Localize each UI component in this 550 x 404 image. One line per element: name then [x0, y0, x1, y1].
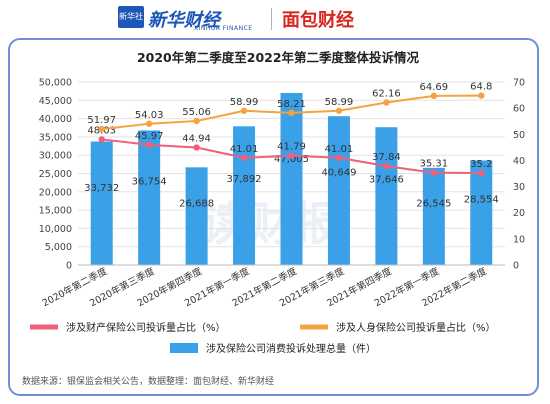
series-point — [240, 154, 248, 161]
series-point — [383, 162, 390, 170]
xinhua-finance-logo: 新华财经 — [148, 10, 220, 31]
bar — [375, 127, 398, 265]
series-point — [193, 117, 200, 125]
y-left-tick-label: 45,000 — [39, 96, 72, 107]
y-left-tick-label: 30,000 — [39, 151, 72, 162]
series-point — [193, 144, 200, 151]
bar-data-label: 47,005 — [274, 154, 309, 165]
xinhua-logo-badge: 新华社 — [118, 6, 144, 28]
bar-data-label: 36,754 — [132, 176, 167, 187]
bar-data-label: 37,892 — [227, 174, 262, 185]
line-data-label: 64.8 — [470, 82, 492, 93]
y-right-tick-label: 0 — [513, 261, 519, 272]
bar-data-label: 28,554 — [464, 194, 499, 205]
line-data-label: 51.97 — [87, 115, 116, 126]
series-point — [383, 99, 390, 106]
series-point — [288, 152, 295, 159]
y-right-tick-label: 70 — [513, 78, 525, 89]
y-left-tick-label: 0 — [66, 261, 72, 272]
xinhua-finance-english: XINHUA FINANCE — [194, 25, 253, 32]
bar-data-label: 40,649 — [321, 168, 356, 179]
bar — [233, 126, 256, 265]
bar — [280, 92, 303, 265]
bar — [327, 116, 350, 265]
line-data-label: 45.97 — [135, 131, 164, 142]
y-right-tick-label: 50 — [513, 130, 525, 141]
line-data-label: 58.99 — [325, 97, 354, 108]
line-data-label: 44.94 — [182, 134, 211, 145]
series-point — [145, 120, 153, 127]
y-left-tick-label: 25,000 — [39, 169, 72, 180]
footnote: 数据来源：银保监会相关公告，数据整理：面包财经、新华财经 — [22, 375, 274, 387]
logo-divider — [271, 8, 272, 30]
legend-label: 涉及财产保险公司投诉量占比（%） — [66, 321, 226, 334]
line-data-label: 64.69 — [420, 82, 449, 93]
y-left-tick-label: 40,000 — [39, 114, 72, 125]
legend-swatch-bar — [170, 343, 198, 353]
header: 新华社 新华财经 XINHUA FINANCE 面包财经 — [0, 0, 550, 36]
line-data-label: 55.06 — [182, 107, 211, 118]
line-data-label: 58.99 — [230, 97, 259, 108]
y-right-tick-label: 10 — [513, 234, 525, 245]
series-point — [335, 154, 343, 161]
line-data-label: 41.01 — [325, 144, 354, 155]
series-point — [478, 92, 485, 99]
series-point — [98, 125, 105, 133]
y-left-tick-label: 50,000 — [39, 78, 72, 89]
series-point — [145, 141, 153, 149]
y-left-tick-label: 35,000 — [39, 132, 72, 143]
watermark: 读财报 — [201, 197, 339, 251]
bar — [185, 167, 208, 265]
bar — [138, 130, 161, 265]
bar — [90, 141, 113, 265]
series-point — [430, 169, 438, 176]
line-data-label: 54.03 — [135, 110, 164, 121]
bar-data-label: 26,545 — [416, 199, 451, 210]
series-point — [430, 92, 438, 100]
mianbao-finance-logo: 面包财经 — [282, 10, 354, 31]
line-data-label: 41.79 — [277, 142, 306, 153]
series-point — [335, 107, 343, 114]
series-point — [288, 109, 295, 117]
bar — [470, 160, 493, 265]
line-series: 48.0345.9744.9441.0141.7941.0137.8435.31… — [87, 82, 492, 177]
series-point — [98, 136, 105, 143]
bar-series: 33,732 36,754 26,688 37,892 47,005 40,649 37,6… — [84, 92, 499, 265]
y-right-tick-label: 40 — [513, 156, 525, 167]
legend-label: 涉及保险公司消费投诉处理总量（件） — [206, 342, 376, 355]
y-left-tick-label: 5,000 — [45, 242, 72, 253]
y-right-tick-label: 20 — [513, 208, 525, 219]
legend: 涉及财产保险公司投诉量占比（%） 涉及人身保险公司投诉量占比（%） 涉及保险公司消费… — [30, 321, 496, 355]
y-left-tick-label: 20,000 — [39, 187, 72, 198]
line-data-label: 35.31 — [420, 159, 449, 170]
y-right-tick-label: 60 — [513, 104, 525, 115]
chart-title: 2020年第二季度至2022年第二季度整体投诉情况 — [137, 50, 420, 65]
legend-label: 涉及人身保险公司投诉量占比（%） — [336, 321, 496, 334]
line-data-label: 62.16 — [372, 88, 401, 99]
bar-data-label: 26,688 — [179, 198, 214, 209]
y-left-tick-label: 15,000 — [39, 206, 72, 217]
y-right-tick-label: 30 — [513, 182, 525, 193]
line-data-label: 35.2 — [470, 159, 492, 170]
series-point — [478, 169, 485, 177]
series-point — [240, 107, 248, 114]
bar — [422, 167, 445, 265]
line-data-label: 41.01 — [230, 144, 259, 155]
bar-data-label: 37,646 — [369, 174, 404, 185]
bar-data-label: 33,732 — [84, 183, 119, 194]
line-data-label: 58.21 — [277, 99, 306, 110]
y-left-tick-label: 10,000 — [39, 224, 72, 235]
line-data-label: 37.84 — [372, 152, 401, 163]
